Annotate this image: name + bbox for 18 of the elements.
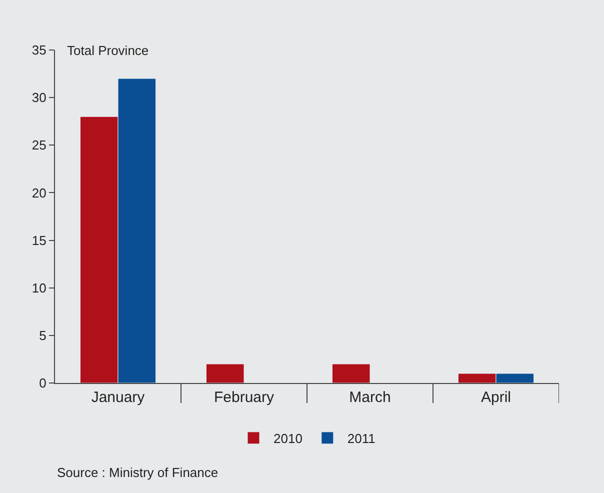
x-tick-label: March (349, 389, 391, 406)
y-tick-label: 0 (39, 376, 46, 391)
source-note: Source : Ministry of Finance (57, 465, 218, 480)
y-tick-label: 35 (32, 42, 46, 58)
y-tick-label: 20 (32, 185, 46, 200)
x-tick-label: January (91, 389, 146, 406)
y-axis-title: Total Province (67, 43, 149, 58)
x-tick-label: April (480, 389, 512, 406)
legend-label: 2010 (274, 430, 302, 446)
y-tick-label: 30 (32, 90, 46, 106)
bar (206, 364, 244, 383)
y-tick-label: 5 (39, 328, 46, 343)
y-tick-label: 15 (32, 232, 46, 248)
x-tick-label: February (214, 389, 275, 406)
y-tick-label: 25 (32, 138, 46, 153)
y-tick-label: 10 (32, 280, 46, 296)
bar (332, 364, 370, 383)
legend-label: 2011 (347, 430, 376, 446)
